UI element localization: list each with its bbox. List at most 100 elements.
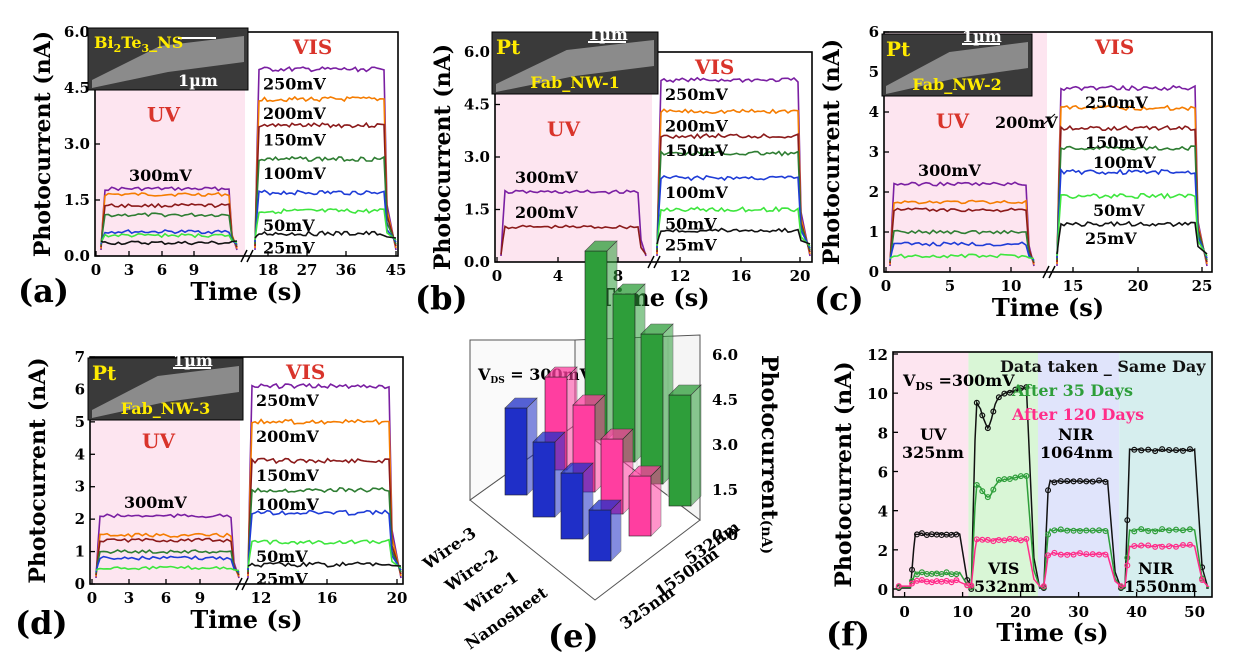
y-tick-label: 3 (869, 143, 879, 161)
x-tick-label: 12 (251, 589, 272, 607)
y-tick-label: 4.5 (464, 96, 490, 114)
uv-label: UV (547, 117, 580, 141)
axes-frame (89, 356, 404, 585)
trace-marker (953, 531, 960, 538)
scale-label: 1µm (588, 25, 628, 44)
y-tick-label: 6.0 (464, 43, 490, 61)
y-axis-label: Photocurrent (nA) (831, 361, 857, 587)
panel-b: 0.0 1.5 3.0 4.5 6.0 0 4 8 12 16 20 Photocurrent (nA… (415, 25, 813, 317)
inset-label: Fab_NW-2 (912, 75, 1002, 94)
x-axis-label: Time (s) (996, 618, 1108, 647)
trace-marker (1124, 517, 1131, 524)
trace-marker (1023, 473, 1030, 480)
uv-trace (95, 532, 240, 577)
trace-marker (1152, 543, 1159, 550)
trace-marker (1001, 476, 1008, 483)
bias-label: 150mV (256, 466, 319, 485)
trace-marker (1138, 447, 1145, 454)
z-tick-label: 3.0 (712, 436, 738, 454)
uv-bias-label: 300mV (918, 161, 981, 180)
trace-marker (1076, 528, 1083, 535)
x-tick-label: 16 (731, 267, 752, 285)
trace-marker (1040, 583, 1047, 590)
inset-label-part: _NS (149, 33, 183, 52)
bar-front (628, 475, 652, 537)
vis-trace (254, 155, 397, 245)
vis-trace (254, 121, 397, 247)
y-tick-label: 1 (869, 223, 879, 241)
inset-label-part: 3 (142, 42, 150, 55)
y-tick-label: 2 (75, 510, 85, 528)
x-tick-label: 30 (1068, 603, 1089, 621)
y-tick-label: 7 (75, 348, 85, 366)
panel-letter: (f) (826, 615, 870, 653)
sem-structure (92, 366, 239, 418)
wavelength-label: 325nm (616, 582, 678, 633)
trace-marker (1057, 478, 1064, 485)
region-0 (893, 352, 969, 597)
uv-trace (100, 232, 238, 244)
trace-marker (1006, 535, 1013, 542)
trace-marker (1102, 478, 1109, 485)
uv-bias-label: 200mV (515, 203, 578, 222)
bias-label: 150mV (263, 130, 326, 149)
trace-marker (1159, 446, 1166, 453)
trace-marker (1083, 478, 1090, 485)
pt-label: Pt (496, 35, 521, 59)
trace-marker (1179, 527, 1186, 534)
x-axis-label: Time (s) (190, 277, 302, 306)
bar-front (532, 441, 556, 518)
trace-marker (973, 536, 980, 543)
uv-bias-label: 300mV (124, 493, 187, 512)
y-tick-label: 10 (867, 385, 888, 403)
x-tick-label: 0 (91, 261, 101, 279)
bias-label-arrow: 200mV (995, 113, 1058, 132)
bias-label: 150mV (1085, 133, 1148, 152)
trace-marker (1173, 526, 1180, 533)
panel-letter: (e) (548, 617, 599, 655)
y-tick-label: 4.5 (64, 79, 90, 97)
vis-trace (254, 95, 397, 249)
panel-c: 0 1 2 3 4 5 6 0 5 10 15 20 25 Photocurrent (nA) Time (… (814, 23, 1213, 322)
y-tick-label: 1.5 (464, 201, 490, 219)
bias-label: 50mV (263, 216, 315, 235)
trace-marker (1096, 477, 1103, 484)
trace-marker (1173, 447, 1180, 454)
trace-marker (1001, 390, 1008, 397)
vis-trace (1056, 84, 1208, 267)
x-tick-label: 3 (124, 589, 134, 607)
trace-marker (1076, 550, 1083, 557)
trace-marker (943, 569, 950, 576)
trace-marker (990, 408, 997, 415)
x-tick-label: 16 (317, 589, 338, 607)
vis-trace (656, 227, 811, 245)
x-tick-label: 25 (1192, 277, 1213, 295)
x-tick-label: 0 (881, 277, 891, 295)
vds-label: VDS =300mV (902, 371, 1015, 393)
trace-1 (898, 474, 1210, 588)
uv-trace (95, 537, 240, 576)
trace-marker (964, 582, 971, 589)
y-tick-label: 0 (869, 263, 879, 281)
vis-trace (247, 561, 402, 568)
y-tick-label: 2 (878, 542, 888, 560)
x-tick-label: 45 (386, 261, 407, 279)
axis-break (240, 249, 248, 263)
y-axis-label: Photocurrent (nA) (819, 39, 845, 265)
trace-marker (1070, 551, 1077, 558)
y-tick-label: 5 (869, 63, 879, 81)
trace-marker (948, 579, 955, 586)
x-tick-label: 40 (1126, 603, 1147, 621)
y-axis-label: Photocurrent (nA) (30, 31, 56, 257)
bar-front (640, 333, 664, 485)
bar-side (650, 465, 662, 537)
trace-marker (984, 494, 991, 501)
vis-label: VIS (694, 55, 734, 79)
trace-marker (1051, 549, 1058, 556)
y-tick-label: 1.5 (64, 191, 90, 209)
bias-label: 50mV (1093, 201, 1145, 220)
trace-marker (909, 580, 916, 587)
vis-trace (247, 538, 402, 569)
vis-trace (1056, 192, 1208, 257)
